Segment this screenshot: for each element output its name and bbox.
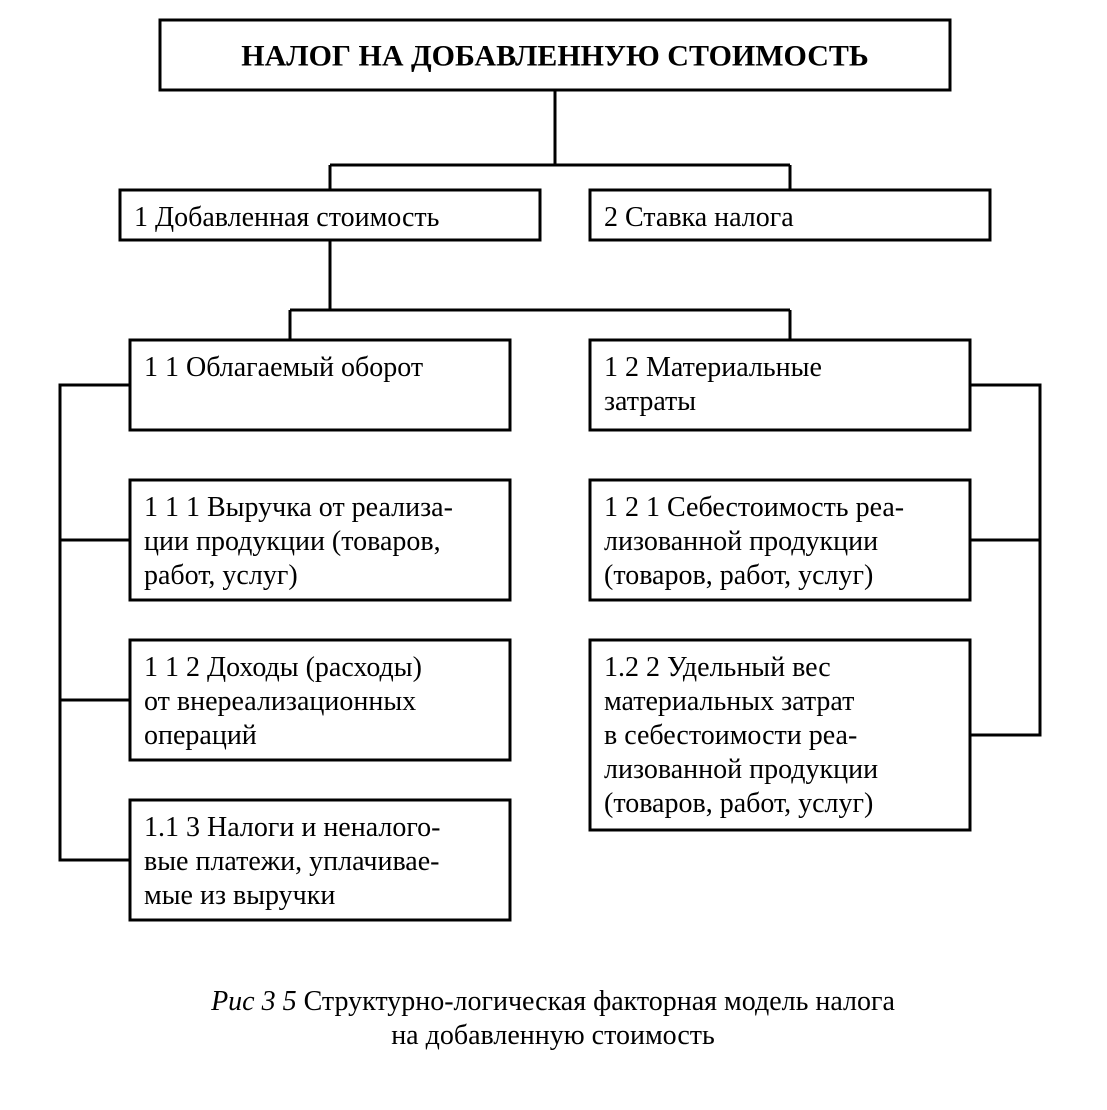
connector (970, 385, 1040, 735)
node-n113: 1.1 3 Налоги и неналого-вые платежи, упл… (130, 800, 510, 920)
node-root: НАЛОГ НА ДОБАВЛЕННУЮ СТОИМОСТЬ (160, 20, 950, 90)
node-n11: 1 1 Облагаемый оборот (130, 340, 510, 430)
node-n112: 1 1 2 Доходы (расходы)от внереализационн… (130, 640, 510, 760)
node-label: 1 2 1 Себестоимость реа-лизованной проду… (604, 492, 904, 591)
node-n111: 1 1 1 Выручка от реализа-ции продукции (… (130, 480, 510, 600)
figure-caption: Рис 3 5 Структурно-логическая факторная … (210, 986, 895, 1051)
node-label: 1 Добавленная стоимость (134, 202, 439, 233)
node-n2: 2 Ставка налога (590, 190, 990, 240)
node-n122: 1.2 2 Удельный весматериальных затратв с… (590, 640, 970, 830)
node-n1: 1 Добавленная стоимость (120, 190, 540, 240)
connector (60, 385, 130, 860)
node-n12: 1 2 Материальныезатраты (590, 340, 970, 430)
node-label: 2 Ставка налога (604, 202, 794, 233)
node-label: 1 1 Облагаемый оборот (144, 352, 423, 383)
node-label: НАЛОГ НА ДОБАВЛЕННУЮ СТОИМОСТЬ (241, 40, 869, 73)
node-n121: 1 2 1 Себестоимость реа-лизованной проду… (590, 480, 970, 600)
diagram-canvas: НАЛОГ НА ДОБАВЛЕННУЮ СТОИМОСТЬ 1 Добавлен… (0, 0, 1107, 1110)
